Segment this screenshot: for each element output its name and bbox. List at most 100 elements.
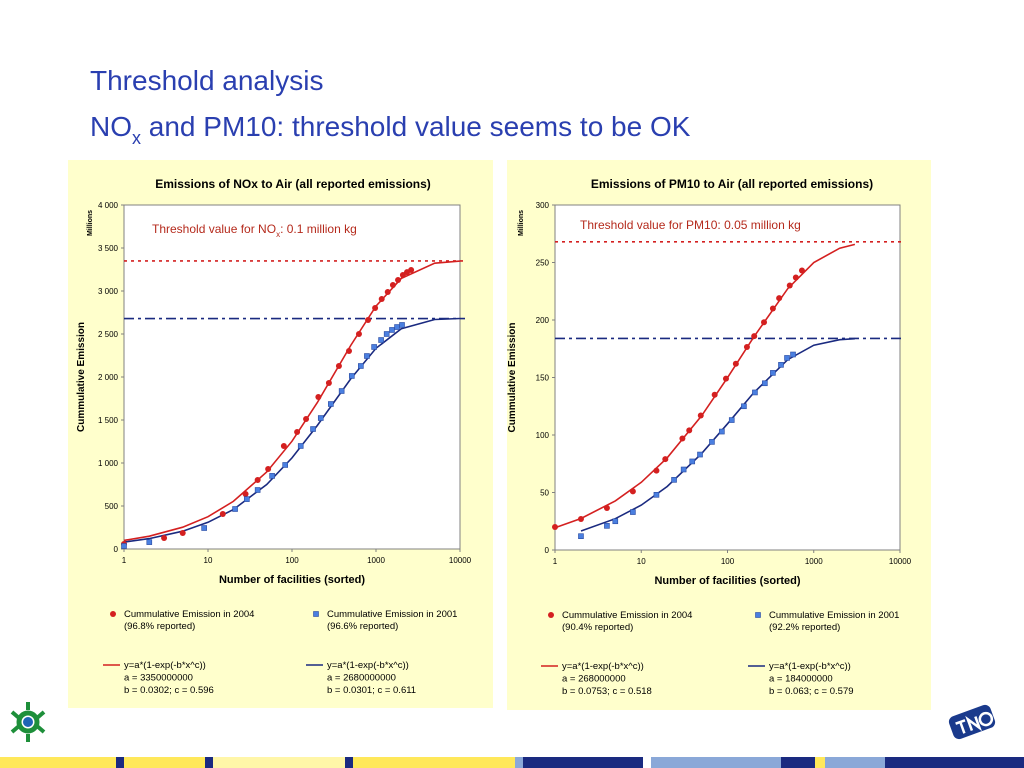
y-tick-label: 100 [536, 431, 550, 440]
y-tick-label: 3 500 [98, 244, 119, 253]
data-point [383, 331, 390, 337]
data-point [378, 295, 385, 302]
data-point [711, 391, 718, 398]
data-point [303, 415, 310, 422]
x-tick-label: 10000 [449, 556, 472, 565]
data-point [179, 530, 186, 537]
data-point [325, 380, 332, 387]
footer-bar [0, 757, 1024, 768]
legend-detail: a = 2680000000 [327, 673, 396, 684]
data-point [310, 426, 316, 432]
data-point [752, 389, 758, 396]
data-point [121, 543, 127, 549]
legend-label: y=a*(1-exp(-b*x^c)) [327, 660, 409, 671]
legend-detail: b = 0.0302; c = 0.596 [124, 685, 214, 696]
y-tick-label: 1 000 [98, 459, 119, 468]
x-tick-label: 100 [285, 556, 299, 565]
legend-label: Cummulative Emission in 2001 [327, 609, 457, 620]
data-point [578, 533, 584, 540]
subtitle-rest: and PM10: threshold value seems to be OK [141, 111, 691, 142]
legend-marker [313, 611, 319, 617]
x-tick-label: 1 [553, 557, 558, 566]
data-point [732, 360, 739, 367]
data-point [719, 428, 725, 435]
data-point [389, 327, 395, 333]
data-point [338, 388, 345, 394]
y-axis-unit: Millions [518, 210, 525, 236]
y-tick-label: 2 500 [98, 330, 119, 339]
legend-detail: b = 0.0753; c = 0.518 [562, 686, 652, 697]
data-point [686, 427, 693, 434]
data-point [697, 451, 703, 458]
data-point [604, 523, 610, 529]
annotation-rest: : 0.1 million kg [280, 222, 357, 236]
legend-marker [755, 612, 761, 618]
data-point [399, 322, 405, 328]
data-point [265, 466, 272, 473]
plot-area [123, 204, 461, 550]
data-point [395, 276, 402, 283]
data-point [762, 380, 768, 387]
data-point [389, 281, 396, 288]
annotation-subscript: x [276, 230, 280, 239]
data-point [348, 373, 355, 379]
legend-detail: (96.8% reported) [124, 621, 195, 632]
data-point [552, 524, 558, 530]
data-point [662, 456, 669, 463]
data-point [232, 506, 238, 512]
y-tick-label: 1 500 [98, 416, 119, 425]
x-tick-label: 100 [721, 557, 735, 566]
legend-detail: a = 184000000 [769, 674, 833, 685]
y-tick-label: 250 [536, 259, 550, 268]
legend-label: y=a*(1-exp(-b*x^c)) [562, 661, 644, 672]
logo-left [10, 702, 46, 742]
data-point [317, 415, 324, 421]
data-point [786, 282, 793, 289]
x-tick-label: 1000 [367, 556, 385, 565]
data-point [798, 267, 805, 274]
annotation: Threshold value for NOx: 0.1 million kg [152, 222, 357, 239]
data-point [790, 351, 796, 358]
data-point [653, 491, 660, 498]
y-tick-label: 150 [536, 374, 550, 383]
data-point [358, 363, 364, 369]
y-tick-label: 200 [536, 316, 550, 325]
y-tick-label: 500 [105, 502, 119, 511]
y-tick-label: 0 [114, 545, 119, 554]
data-point [269, 473, 275, 479]
data-point [345, 348, 352, 355]
data-point [689, 458, 696, 465]
data-point [372, 305, 379, 312]
x-axis-label: Number of facilities (sorted) [654, 575, 800, 587]
legend-label: Cummulative Emission in 2004 [124, 609, 254, 620]
data-point [697, 412, 704, 419]
legend-detail: a = 268000000 [562, 674, 626, 685]
data-point [282, 462, 289, 468]
data-point [365, 316, 372, 323]
x-tick-label: 10 [204, 556, 213, 565]
y-tick-label: 0 [545, 546, 550, 555]
data-point [728, 417, 735, 423]
legend-detail: b = 0.0301; c = 0.611 [327, 685, 416, 696]
data-point [743, 344, 750, 351]
data-point [671, 477, 677, 483]
legend-marker [548, 612, 554, 618]
x-tick-label: 10000 [889, 557, 912, 566]
data-point [577, 515, 584, 522]
data-point [297, 443, 304, 449]
legend-detail: a = 3350000000 [124, 673, 193, 684]
data-point [680, 466, 687, 473]
data-point [761, 319, 768, 326]
data-point [201, 525, 207, 531]
data-point [244, 496, 250, 502]
annotation-main: Threshold value for PM10: 0.05 million k… [580, 218, 801, 232]
data-point [778, 362, 784, 368]
data-point [254, 487, 261, 493]
data-point [741, 403, 747, 410]
data-point [784, 355, 790, 361]
data-point [709, 439, 715, 445]
data-point [792, 274, 799, 281]
legend-marker [110, 611, 116, 617]
data-point [294, 429, 301, 436]
